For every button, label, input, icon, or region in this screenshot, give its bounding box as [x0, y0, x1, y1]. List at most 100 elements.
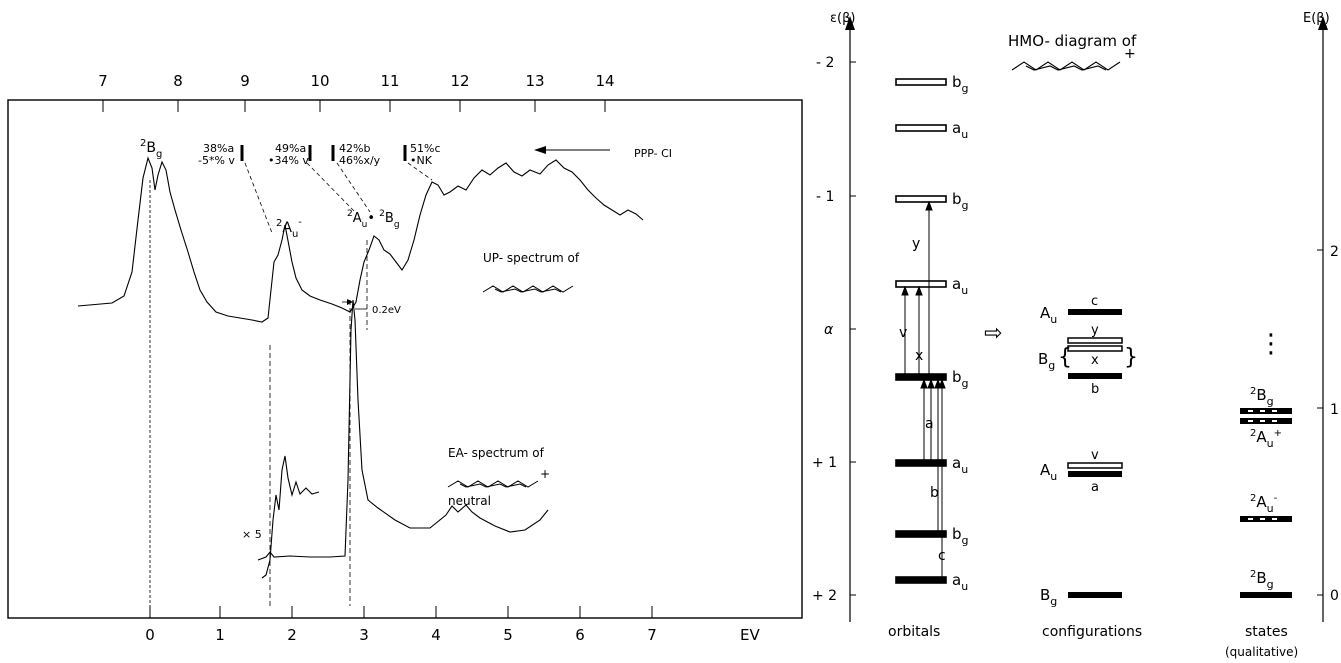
bottom-tick-label: 4	[431, 626, 441, 644]
top-tick-label: 8	[173, 72, 183, 90]
ci-label-1b: -5*% v	[198, 154, 235, 167]
epsilon-tick-label: - 1	[816, 189, 834, 205]
configuration-level	[1068, 309, 1122, 315]
orbital-label: au	[952, 119, 968, 141]
orbital-label: au	[952, 275, 968, 297]
hmo-title-charge: +	[1124, 46, 1136, 62]
bottom-tick-label: 3	[359, 626, 369, 644]
config-label: a	[1091, 480, 1099, 495]
ppp-ci-arrowhead	[534, 146, 546, 154]
up-spectrum-curve	[78, 158, 643, 322]
energy-tick-label: 2	[1330, 244, 1339, 260]
config-sym: Bg	[1038, 350, 1055, 372]
state-label: 2Au+	[1250, 428, 1282, 450]
peak-label-2bg: 2Bg	[140, 138, 162, 160]
top-tick-label: 7	[98, 72, 108, 90]
guide-lines	[150, 180, 367, 606]
config-label: b	[1091, 382, 1099, 397]
configuration-level	[1068, 338, 1122, 343]
orbital-level	[896, 374, 946, 380]
orbitals-to-configurations-arrow: ⇨	[984, 321, 1002, 346]
states-qualitative: (qualitative)	[1225, 645, 1298, 659]
ci-label-4b: •NK	[410, 154, 433, 167]
epsilon-ticks	[850, 62, 856, 595]
energy-tick-label: 1	[1330, 402, 1339, 418]
config-label: v	[1091, 448, 1099, 463]
orbital-label: bg	[952, 73, 969, 95]
spectrum-panel: 7 8 9 10 11 12 13 14 0 1 2 3 4 5 6 7	[8, 72, 802, 644]
bottom-tick-label: 7	[647, 626, 657, 644]
orbital-label: bg	[952, 525, 969, 547]
bottom-tick-label: 2	[287, 626, 297, 644]
bottom-axis-unit: EV	[740, 626, 760, 644]
energy-axis-label: E(β)	[1303, 11, 1330, 26]
hmo-title: HMO- diagram of	[1008, 32, 1137, 50]
state-level	[1240, 418, 1292, 424]
orbital-labels: bg au bg au bg au bg au	[952, 73, 969, 593]
transition-label-b: b	[930, 485, 939, 501]
bottom-tick-label: 5	[503, 626, 513, 644]
config-sym: Bg	[1040, 586, 1057, 608]
energy-ticks	[1317, 250, 1323, 595]
configuration-level	[1068, 471, 1122, 477]
top-tick-label: 13	[525, 72, 544, 90]
up-caption: UP- spectrum of	[483, 251, 580, 265]
states-dots: ⋮	[1258, 329, 1284, 359]
state-level	[1240, 516, 1292, 522]
transition-label-v: v	[899, 325, 907, 341]
state-label: 2Bg	[1250, 386, 1274, 408]
top-axis: 7 8 9 10 11 12 13 14	[98, 72, 614, 112]
orbital-level	[896, 79, 946, 85]
top-tick-label: 10	[310, 72, 329, 90]
scale-x5-label: × 5	[242, 528, 262, 541]
transition-label-a: a	[925, 416, 934, 432]
ea-spectrum-curve	[258, 300, 548, 560]
configuration-level	[1068, 592, 1122, 598]
ea-x5-curve	[262, 456, 319, 578]
transition-label-c: c	[938, 548, 946, 564]
configuration-level	[1068, 373, 1122, 379]
top-tick-label: 14	[595, 72, 614, 90]
transition-label-y: y	[912, 236, 920, 252]
spectrum-frame	[8, 100, 802, 618]
config-label: x	[1091, 353, 1099, 368]
state-level	[1240, 408, 1292, 414]
top-tick-label: 9	[240, 72, 250, 90]
epsilon-tick-label: + 1	[812, 455, 837, 471]
config-label: y	[1091, 323, 1099, 338]
ci-label-3b: 46%x/y	[339, 154, 381, 167]
state-level	[1240, 592, 1292, 598]
state-label: 2Au-	[1250, 493, 1278, 515]
orbital-level	[896, 196, 946, 202]
energy-tick-label: 0	[1330, 588, 1339, 604]
bottom-tick-label: 1	[215, 626, 225, 644]
orbital-label: bg	[952, 368, 969, 390]
shift-label: 0.2eV	[372, 305, 401, 316]
state-label: 2Bg	[1250, 569, 1274, 591]
orbital-level	[896, 531, 946, 537]
bottom-axis: 0 1 2 3 4 5 6 7 EV	[145, 606, 760, 644]
column-label-configurations: configurations	[1042, 624, 1142, 640]
epsilon-axis-label: ε(β)	[830, 11, 855, 26]
orbital-label: au	[952, 571, 968, 593]
config-label: c	[1091, 294, 1098, 309]
neutral-label: neutral	[448, 494, 491, 508]
column-label-states: states	[1245, 624, 1288, 640]
ea-caption: EA- spectrum of	[448, 446, 545, 460]
config-sym: Au	[1040, 461, 1057, 483]
top-tick-label: 11	[380, 72, 399, 90]
hmo-panel: ε(β) - 2 - 1 α + 1 + 2 E(β) 2 1 0 HMO- d…	[812, 11, 1339, 659]
top-tick-label: 12	[450, 72, 469, 90]
epsilon-tick-label: + 2	[812, 588, 837, 604]
bottom-tick-label: 6	[575, 626, 585, 644]
orbital-label: au	[952, 454, 968, 476]
config-brace-right: }	[1124, 345, 1138, 370]
transition-arrows	[902, 202, 945, 577]
epsilon-tick-label: - 2	[816, 55, 834, 71]
orbital-level	[896, 125, 946, 131]
configuration-level	[1068, 463, 1122, 468]
config-brace-left: {	[1058, 345, 1072, 370]
transition-label-x: x	[915, 348, 923, 364]
bottom-tick-label: 0	[145, 626, 155, 644]
